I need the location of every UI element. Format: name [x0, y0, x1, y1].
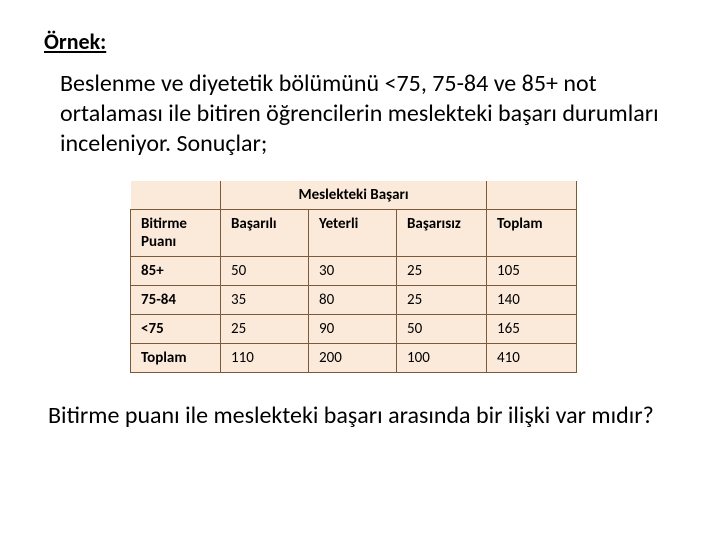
cell: 30 [309, 257, 397, 286]
table-span-row: Meslekteki Başarı [131, 181, 577, 210]
cell: 25 [397, 257, 487, 286]
cell: 140 [487, 286, 577, 315]
footer-question: Bitirme puanı ile meslekteki başarı aras… [48, 401, 660, 431]
cell: 100 [397, 344, 487, 373]
cell: 25 [221, 315, 309, 344]
table-row: Toplam 110 200 100 410 [131, 344, 577, 373]
span-header: Meslekteki Başarı [221, 181, 487, 210]
col-header-0: Başarılı [221, 210, 309, 257]
cell: 50 [397, 315, 487, 344]
row-header-label: Bitirme Puanı [131, 210, 221, 257]
table-row: 85+ 50 30 25 105 [131, 257, 577, 286]
cell: 50 [221, 257, 309, 286]
row-label-3: Toplam [131, 344, 221, 373]
row-label-2: <75 [131, 315, 221, 344]
example-heading: Örnek: [44, 28, 680, 55]
col-header-3: Toplam [487, 210, 577, 257]
table-row: 75-84 35 80 25 140 [131, 286, 577, 315]
cell: 410 [487, 344, 577, 373]
cell: 80 [309, 286, 397, 315]
cell: 165 [487, 315, 577, 344]
corner-blank [131, 181, 221, 210]
table-row: <75 25 90 50 165 [131, 315, 577, 344]
cell: 105 [487, 257, 577, 286]
corner-blank-right [487, 181, 577, 210]
cell: 110 [221, 344, 309, 373]
data-table-container: Meslekteki Başarı Bitirme Puanı Başarılı… [130, 181, 680, 373]
col-header-1: Yeterli [309, 210, 397, 257]
col-header-2: Başarısız [397, 210, 487, 257]
cell: 200 [309, 344, 397, 373]
intro-paragraph: Beslenme ve diyetetik bölümünü <75, 75-8… [60, 69, 670, 159]
row-label-0: 85+ [131, 257, 221, 286]
cell: 25 [397, 286, 487, 315]
cell: 90 [309, 315, 397, 344]
cell: 35 [221, 286, 309, 315]
row-label-1: 75-84 [131, 286, 221, 315]
table-header-row: Bitirme Puanı Başarılı Yeterli Başarısız… [131, 210, 577, 257]
success-table: Meslekteki Başarı Bitirme Puanı Başarılı… [130, 181, 577, 373]
